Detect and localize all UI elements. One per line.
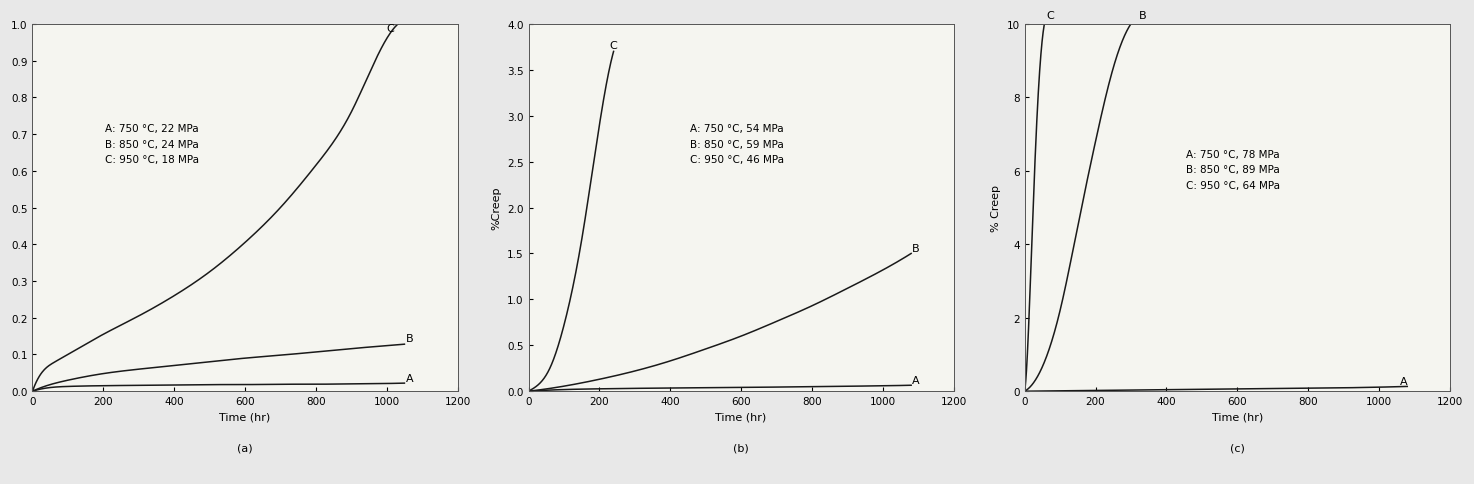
Text: B: B (912, 244, 920, 254)
Text: C: C (609, 41, 618, 50)
Text: A: A (407, 373, 414, 383)
X-axis label: Time (hr): Time (hr) (220, 412, 271, 422)
Y-axis label: %Creep: %Creep (491, 186, 501, 230)
Text: A: A (912, 376, 920, 385)
Text: A: 750 °C, 22 MPa
B: 850 °C, 24 MPa
C: 950 °C, 18 MPa: A: 750 °C, 22 MPa B: 850 °C, 24 MPa C: 9… (105, 124, 199, 165)
Y-axis label: % Creep: % Creep (991, 184, 1001, 231)
Text: B: B (1139, 11, 1147, 21)
Text: B: B (407, 334, 414, 344)
Text: (a): (a) (237, 443, 254, 453)
X-axis label: Time (hr): Time (hr) (715, 412, 766, 422)
Text: A: A (1400, 377, 1408, 387)
Text: (c): (c) (1229, 443, 1244, 453)
X-axis label: Time (hr): Time (hr) (1212, 412, 1263, 422)
Text: A: 750 °C, 78 MPa
B: 850 °C, 89 MPa
C: 950 °C, 64 MPa: A: 750 °C, 78 MPa B: 850 °C, 89 MPa C: 9… (1187, 150, 1281, 191)
Text: C: C (386, 24, 395, 34)
Text: A: 750 °C, 54 MPa
B: 850 °C, 59 MPa
C: 950 °C, 46 MPa: A: 750 °C, 54 MPa B: 850 °C, 59 MPa C: 9… (690, 124, 784, 165)
Text: C: C (1047, 11, 1054, 21)
Text: (b): (b) (733, 443, 749, 453)
